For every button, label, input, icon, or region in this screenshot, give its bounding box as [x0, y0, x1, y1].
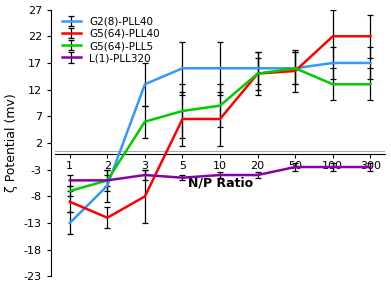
Legend: G2(8)-PLL40, G5(64)-PLL40, G5(64)-PLL5, L(1)-PLL320: G2(8)-PLL40, G5(64)-PLL40, G5(64)-PLL5, …: [60, 15, 162, 65]
X-axis label: N/P Ratio: N/P Ratio: [188, 176, 253, 189]
Y-axis label: ζ Potential (mv): ζ Potential (mv): [5, 94, 18, 192]
